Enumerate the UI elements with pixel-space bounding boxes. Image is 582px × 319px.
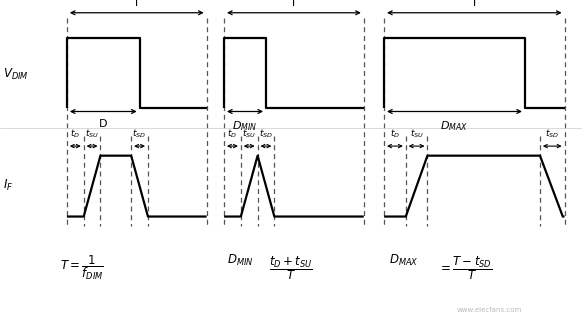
Text: $t_D$: $t_D$ <box>390 128 400 140</box>
Text: $t_{SD}$: $t_{SD}$ <box>259 128 273 140</box>
Text: $I_F$: $I_F$ <box>3 178 13 193</box>
Text: $t_{SD}$: $t_{SD}$ <box>545 128 559 140</box>
Text: $t_D$: $t_D$ <box>228 128 237 140</box>
Text: $t_{SU}$: $t_{SU}$ <box>242 128 256 140</box>
Text: www.elecfans.com: www.elecfans.com <box>456 307 521 313</box>
Text: $t_{SU}$: $t_{SU}$ <box>410 128 424 140</box>
Text: $T = \dfrac{1}{f_{DIM}}$: $T = \dfrac{1}{f_{DIM}}$ <box>59 254 104 282</box>
Text: $t_{SD}$: $t_{SD}$ <box>133 128 147 140</box>
Text: $V_{DIM}$: $V_{DIM}$ <box>3 67 29 82</box>
Text: $D_{MIN}$: $D_{MIN}$ <box>232 120 258 133</box>
Text: D: D <box>99 120 108 130</box>
Text: $D_{MIN}$: $D_{MIN}$ <box>226 252 253 268</box>
Text: T: T <box>471 0 478 9</box>
Text: $D_{MAX}$: $D_{MAX}$ <box>389 252 419 268</box>
Text: $=\dfrac{T-t_{SD}}{T}$: $=\dfrac{T-t_{SD}}{T}$ <box>438 254 493 282</box>
Text: T: T <box>290 0 297 9</box>
Text: $D_{MAX}$: $D_{MAX}$ <box>441 120 469 133</box>
Text: T: T <box>133 0 140 9</box>
Text: $t_D$: $t_D$ <box>70 128 80 140</box>
Text: $\dfrac{t_D+t_{SU}}{T}$: $\dfrac{t_D+t_{SU}}{T}$ <box>269 254 313 282</box>
Text: $t_{SU}$: $t_{SU}$ <box>85 128 99 140</box>
